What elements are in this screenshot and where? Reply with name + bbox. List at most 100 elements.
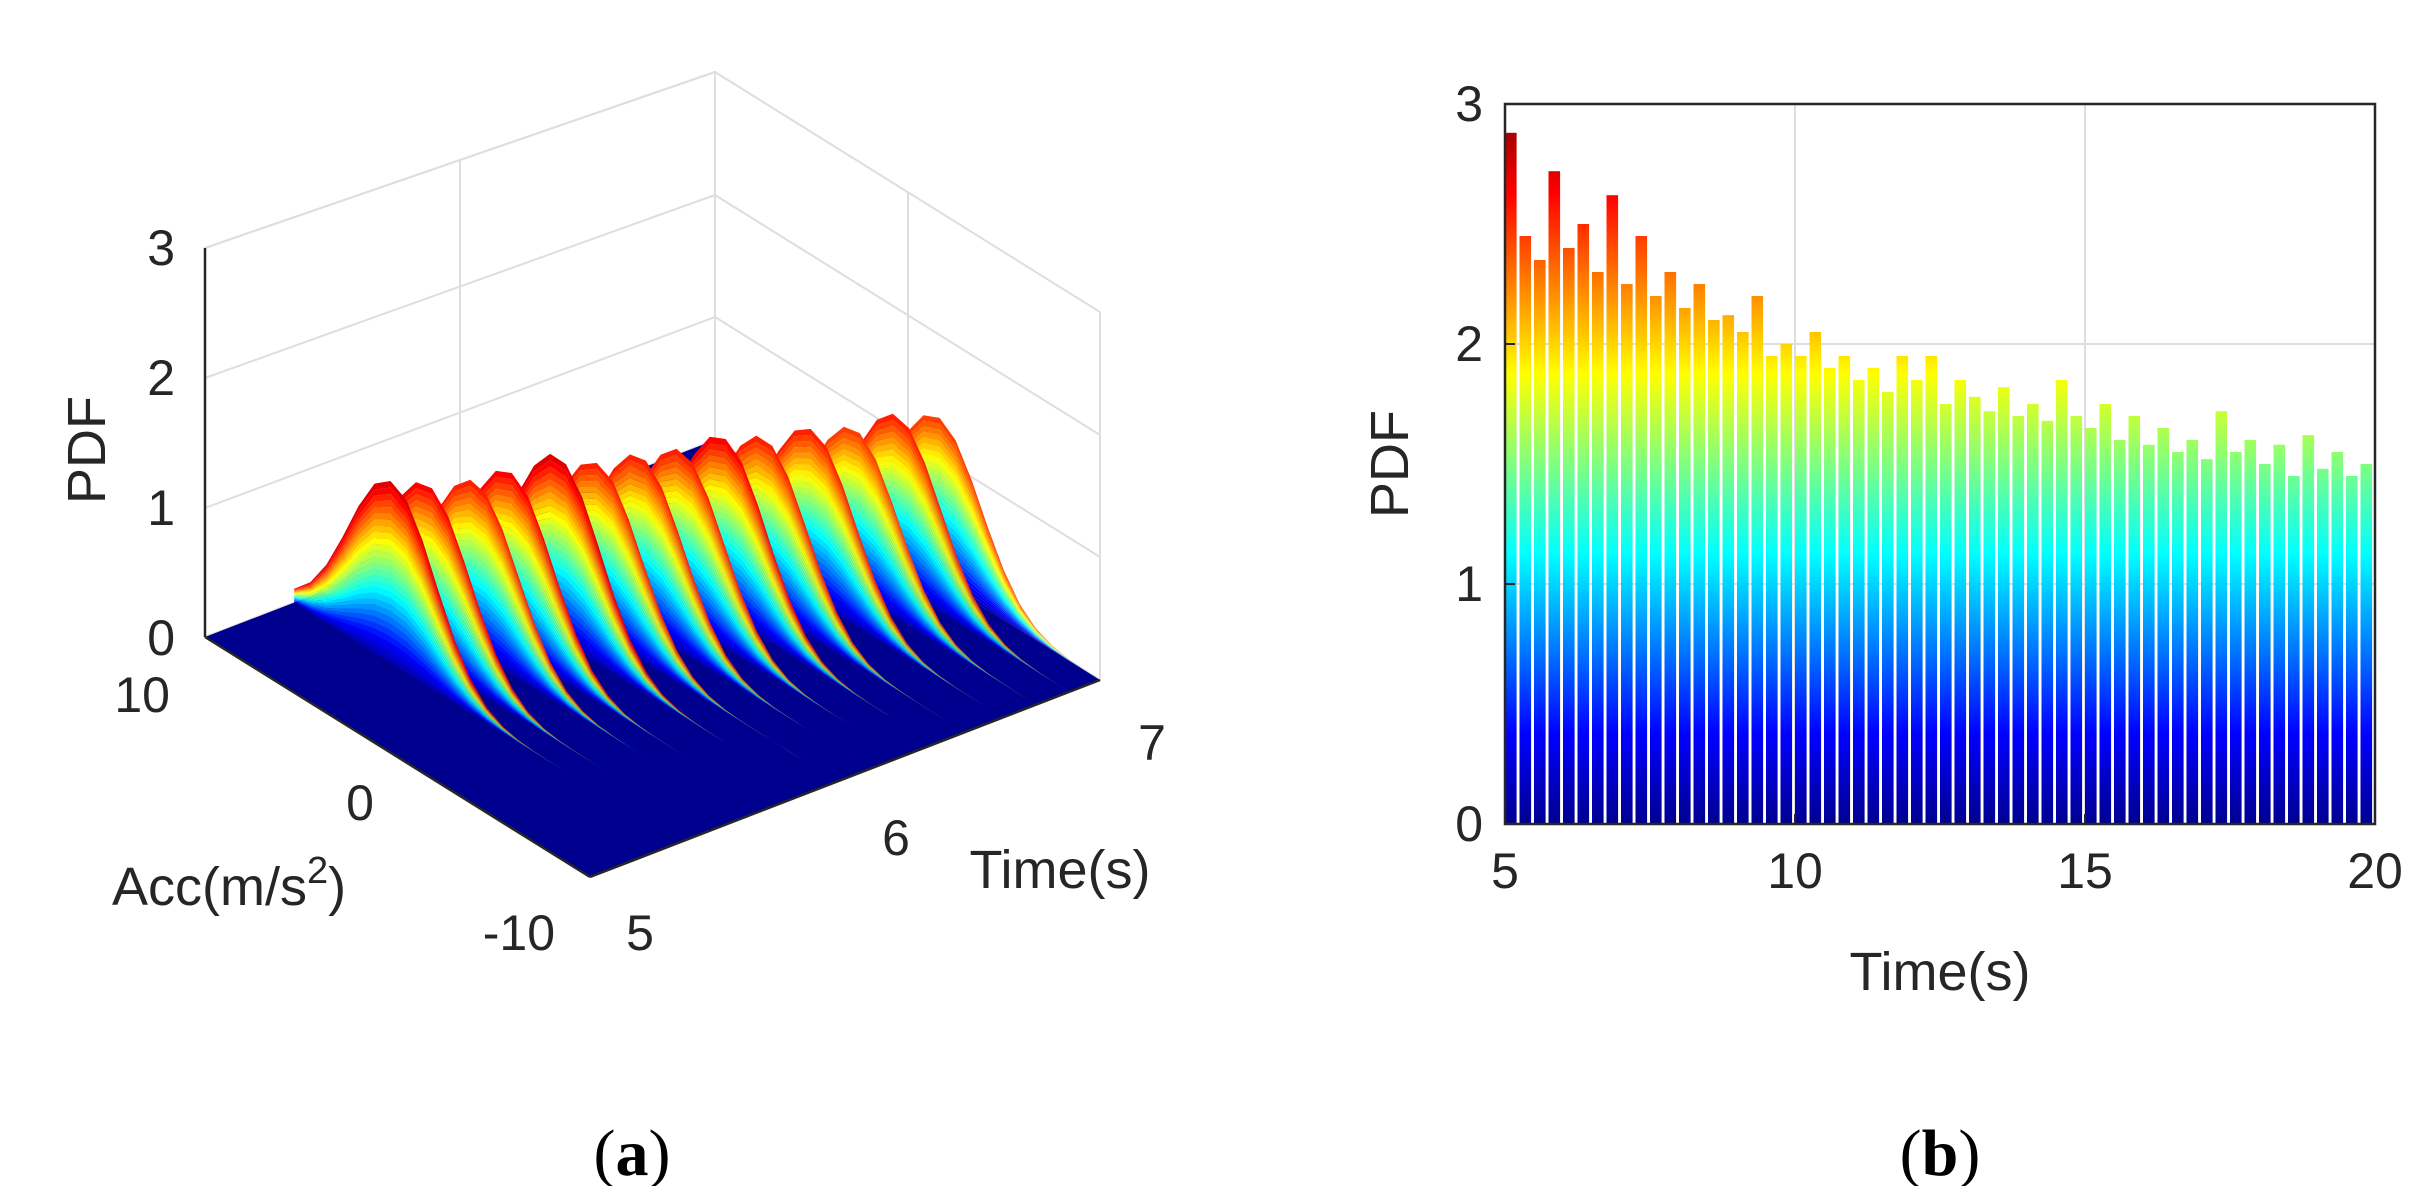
caption-a-open: ( xyxy=(594,1117,616,1186)
y-tick-label: 2 xyxy=(1455,316,1483,372)
bar xyxy=(2317,468,2329,824)
bar xyxy=(1780,344,1793,824)
bar xyxy=(2012,416,2025,824)
bar xyxy=(1577,224,1590,824)
bar xyxy=(1867,368,1880,824)
bar xyxy=(1824,368,1836,824)
bar xyxy=(2390,469,2402,824)
x-axis-label: Time(s) xyxy=(1850,942,2031,1002)
y-axis-label-close: ) xyxy=(328,857,346,917)
bar xyxy=(2085,428,2097,824)
bar xyxy=(1766,356,1778,824)
bar xyxy=(2375,483,2387,824)
y-axis-label-superscript: 2 xyxy=(307,850,328,892)
y-axis-label: PDF xyxy=(1360,410,1420,518)
bar xyxy=(2288,476,2300,824)
surface-peak-band xyxy=(516,516,902,757)
bar xyxy=(2244,440,2257,824)
surface-peak-band xyxy=(358,527,743,818)
caption-b-letter: b xyxy=(1922,1117,1959,1186)
bar xyxy=(1650,296,1662,824)
x-axis-label: Time(s) xyxy=(970,840,1151,900)
surface-peak xyxy=(294,481,680,843)
bar xyxy=(2346,476,2358,824)
y-tick-label: 3 xyxy=(1455,76,1483,132)
bar xyxy=(1809,332,1822,824)
x-tick-label: 7 xyxy=(1138,715,1166,771)
bar xyxy=(2143,444,2155,824)
z-tick-label: 1 xyxy=(147,480,175,536)
bar xyxy=(2172,452,2184,824)
caption-a-close: ) xyxy=(649,1117,671,1186)
z-tick-label: 3 xyxy=(147,220,175,276)
x-ticks: 5 10 15 20 xyxy=(1491,814,2403,899)
surface-peak-band xyxy=(294,601,680,843)
y-tick-label: -10 xyxy=(483,905,555,961)
bar xyxy=(1795,356,1807,824)
bar xyxy=(1925,356,1938,824)
bar xyxy=(2360,464,2373,824)
bar xyxy=(2302,435,2315,824)
bar xyxy=(1606,195,1619,824)
surface-peak-band xyxy=(294,592,680,843)
panel-a-surface-plot: 0 1 2 3 10 0 -10 5 6 7 PDF Acc(m/s2) Tim… xyxy=(57,70,1166,1186)
x-tick-label: 5 xyxy=(1491,843,1519,899)
surface-peak-band xyxy=(579,465,965,733)
bar xyxy=(1954,380,1967,824)
bar xyxy=(1693,284,1706,824)
bar xyxy=(1896,356,1909,824)
bar xyxy=(1838,356,1851,824)
bar xyxy=(1519,236,1532,824)
caption-a: (a) xyxy=(594,1117,671,1186)
bar xyxy=(1505,132,1517,824)
caption-b-close: ) xyxy=(1958,1117,1980,1186)
x-tick-label: 10 xyxy=(1767,843,1823,899)
surface-peak-band xyxy=(294,602,680,843)
x-tick-label: 20 xyxy=(2347,843,2403,899)
bar xyxy=(1911,380,1923,824)
bar xyxy=(1548,171,1561,824)
x-axis-line xyxy=(589,678,1101,879)
bar xyxy=(2186,440,2199,824)
y-tick-label: 0 xyxy=(1455,796,1483,852)
z-tick-label: 2 xyxy=(147,350,175,406)
x-tick-label: 15 xyxy=(2057,843,2113,899)
y-axis-label: Acc(m/s2) xyxy=(112,850,346,917)
bars xyxy=(1505,132,2431,824)
bar xyxy=(1940,404,1952,824)
y-axis-label-base: Acc(m/s xyxy=(112,857,307,917)
y-tick-label: 0 xyxy=(346,775,374,831)
bar xyxy=(1679,308,1691,824)
z-axis-label: PDF xyxy=(57,396,117,504)
bar xyxy=(2331,452,2344,824)
bar xyxy=(1983,411,1996,824)
caption-b-open: ( xyxy=(1900,1117,1922,1186)
surface-peak-band xyxy=(618,477,1004,718)
surface-peak-band xyxy=(383,568,769,808)
x-tick-label: 5 xyxy=(626,905,654,961)
bar xyxy=(1708,320,1720,824)
bar xyxy=(2099,404,2112,824)
bar xyxy=(2056,380,2068,824)
y-ticks: 10 0 -10 xyxy=(114,667,555,961)
surface-peak-band xyxy=(651,464,1037,705)
y-axis-line xyxy=(204,635,591,879)
bar xyxy=(2070,416,2083,824)
bar xyxy=(2157,428,2170,824)
bar xyxy=(1635,236,1648,824)
bar xyxy=(2419,476,2431,824)
bar xyxy=(1592,272,1604,824)
surface-peak xyxy=(383,470,769,808)
bar xyxy=(2041,420,2054,824)
z-ticks: 0 1 2 3 xyxy=(147,220,175,666)
bar xyxy=(1882,392,1894,824)
caption-a-letter: a xyxy=(616,1117,649,1186)
bar xyxy=(1969,396,1981,824)
bar xyxy=(1534,260,1546,824)
bar xyxy=(1621,284,1633,824)
surface-peaks xyxy=(294,413,1100,843)
bar xyxy=(1722,315,1735,824)
panel-b-bar-chart: 0 1 2 3 5 10 15 20 PDF Time(s) (b) xyxy=(1360,76,2431,1186)
surface-peak-band xyxy=(579,492,965,733)
